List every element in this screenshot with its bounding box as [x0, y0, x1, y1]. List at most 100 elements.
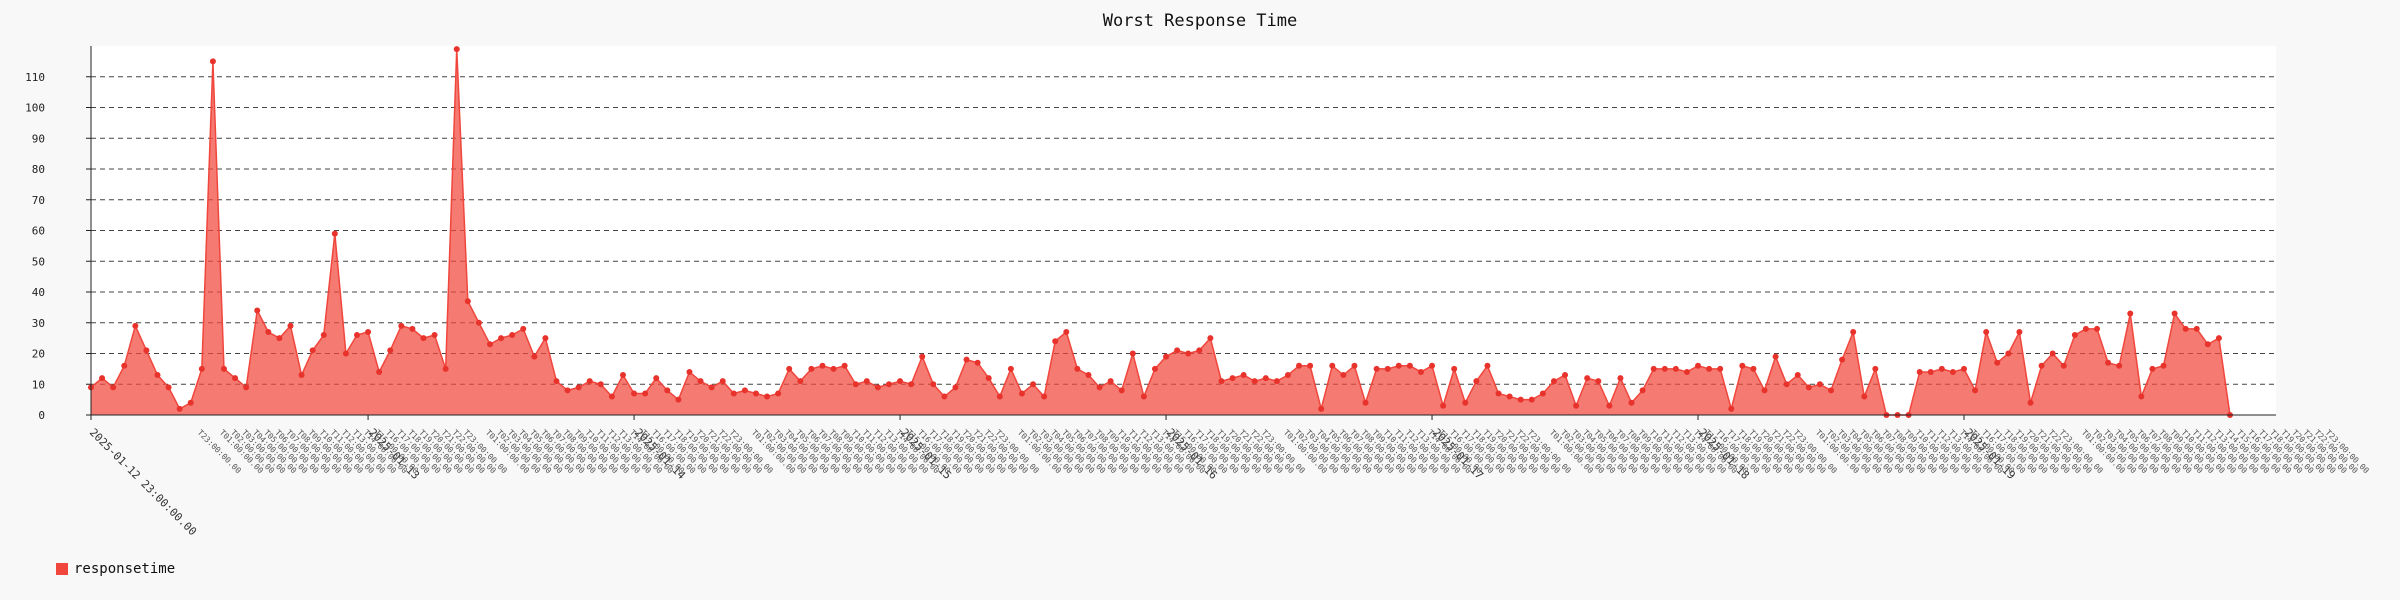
data-point: [930, 381, 937, 388]
data-point: [442, 365, 449, 372]
data-point: [1429, 362, 1436, 369]
data-point: [1938, 365, 1945, 372]
data-point: [1052, 338, 1059, 345]
data-point: [2116, 362, 2123, 369]
y-tick-label: 0: [38, 409, 45, 422]
data-point: [797, 378, 804, 385]
y-tick-label: 20: [32, 348, 45, 361]
data-point: [1850, 328, 1857, 335]
data-point: [1617, 375, 1624, 382]
data-point: [1595, 378, 1602, 385]
data-point: [498, 335, 505, 342]
data-point: [963, 356, 970, 363]
data-point: [542, 335, 549, 342]
data-point: [1916, 368, 1923, 375]
y-tick-label: 40: [32, 286, 45, 299]
data-point: [675, 396, 682, 403]
data-point: [1440, 402, 1447, 409]
data-point: [1229, 375, 1236, 382]
y-tick-label: 70: [32, 194, 45, 207]
y-tick-label: 100: [25, 102, 45, 115]
data-point: [2204, 341, 2211, 348]
data-point: [719, 378, 726, 385]
data-point: [1872, 365, 1879, 372]
data-point: [752, 390, 759, 397]
data-point: [1539, 390, 1546, 397]
data-point: [475, 319, 482, 326]
data-point: [1739, 362, 1746, 369]
y-tick-label: 110: [25, 71, 45, 84]
data-point: [1185, 350, 1192, 357]
data-point: [664, 387, 671, 394]
data-point: [1196, 347, 1203, 354]
y-tick-label: 30: [32, 317, 45, 330]
data-point: [121, 362, 128, 369]
data-point: [686, 368, 693, 375]
data-point: [1373, 365, 1380, 372]
data-point: [1972, 387, 1979, 394]
data-point: [331, 230, 338, 237]
y-tick-label: 80: [32, 163, 45, 176]
data-point: [2060, 362, 2067, 369]
data-point: [1750, 365, 1757, 372]
data-point: [2182, 325, 2189, 332]
data-point: [1584, 375, 1591, 382]
data-point: [553, 378, 560, 385]
y-tick-label: 90: [32, 132, 45, 145]
data-point: [1329, 362, 1336, 369]
data-point: [398, 322, 405, 329]
data-point: [453, 46, 460, 53]
data-point: [1218, 378, 1225, 385]
data-point: [220, 365, 227, 372]
data-point: [1273, 378, 1280, 385]
data-point: [586, 378, 593, 385]
data-point: [420, 335, 427, 342]
data-point: [1163, 353, 1170, 360]
data-point: [287, 322, 294, 329]
y-axis-ticks: 0 10 20 30 40 50 60 70 80 90 100 110: [25, 71, 91, 422]
data-point: [1495, 390, 1502, 397]
data-point: [852, 381, 859, 388]
data-point: [1528, 396, 1535, 403]
data-point: [2071, 332, 2078, 339]
data-point: [1949, 368, 1956, 375]
data-point: [1307, 362, 1314, 369]
data-point: [365, 328, 372, 335]
data-point: [642, 390, 649, 397]
data-point: [464, 298, 471, 305]
data-point: [342, 350, 349, 357]
data-point: [564, 387, 571, 394]
data-point: [1107, 378, 1114, 385]
data-point: [741, 387, 748, 394]
data-point: [1240, 372, 1247, 379]
data-point: [619, 372, 626, 379]
data-point: [1207, 335, 1214, 342]
data-point: [1007, 365, 1014, 372]
data-point: [597, 381, 604, 388]
data-point: [1728, 405, 1735, 412]
data-point: [1573, 402, 1580, 409]
data-point: [1606, 402, 1613, 409]
data-point: [1074, 365, 1081, 372]
y-tick-label: 60: [32, 225, 45, 238]
chart-title: Worst Response Time: [1103, 11, 1297, 31]
data-point: [1384, 365, 1391, 372]
data-point: [110, 384, 117, 391]
data-point: [143, 347, 150, 354]
data-point: [1639, 387, 1646, 394]
data-point: [1994, 359, 2001, 366]
data-point: [908, 381, 915, 388]
data-point: [2193, 325, 2200, 332]
data-point: [841, 362, 848, 369]
data-point: [775, 390, 782, 397]
data-point: [1462, 399, 1469, 406]
data-point: [1406, 362, 1413, 369]
data-point: [1030, 381, 1037, 388]
data-point: [431, 332, 438, 339]
data-point: [1983, 328, 1990, 335]
data-point: [353, 332, 360, 339]
data-point: [653, 375, 660, 382]
data-point: [276, 335, 283, 342]
data-point: [1417, 368, 1424, 375]
data-point: [209, 58, 216, 65]
